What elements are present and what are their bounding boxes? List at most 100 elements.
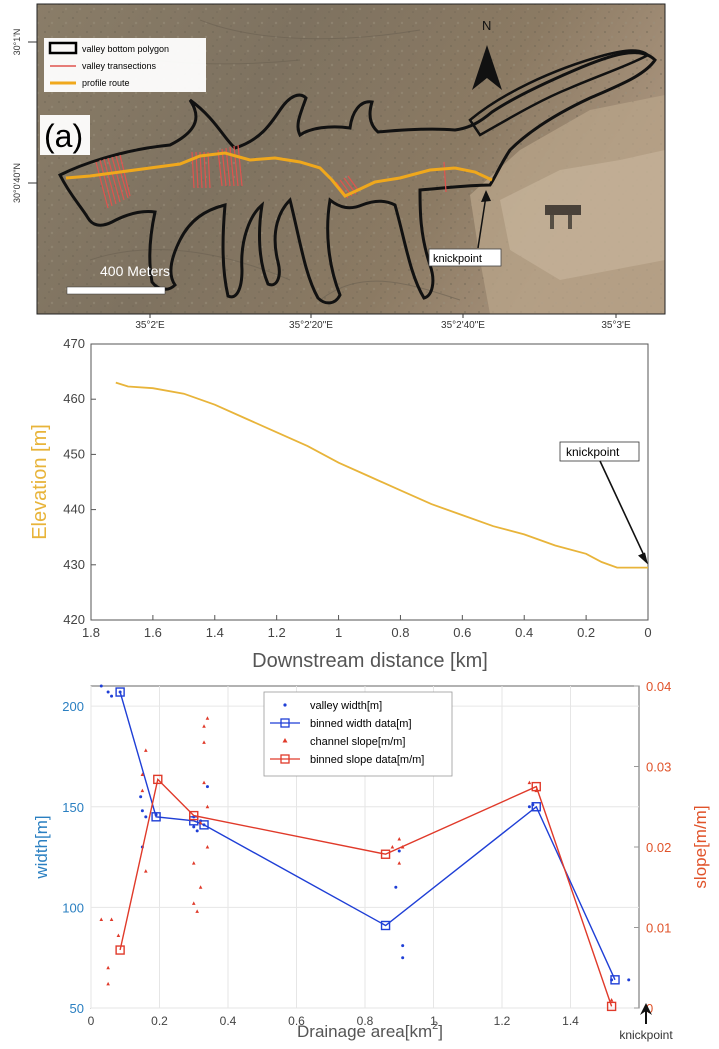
slope-point — [205, 845, 210, 849]
valley-bottom-polygon — [57, 51, 657, 305]
x-tick-label: 0 — [644, 625, 651, 640]
x-tick-label: 1.8 — [82, 625, 100, 640]
profile-axes: 1.8 1.6 1.4 1.2 1 0.8 0.6 0.4 0.2 0 420 430 440 450 46… — [63, 336, 651, 640]
x-tick-label: 0.2 — [577, 625, 595, 640]
width-point — [401, 956, 405, 960]
right-y-tick-label: 0.01 — [646, 921, 671, 936]
scatter-knickpoint-callout: knickpoint — [619, 1003, 673, 1042]
x-tick-label: 1.2 — [494, 1014, 511, 1028]
north-arrow-icon: N — [472, 18, 502, 90]
binned-point — [610, 975, 620, 985]
width-point — [144, 815, 148, 819]
y-tick-label: 440 — [63, 502, 85, 517]
x-tick-label: 0.4 — [515, 625, 533, 640]
x-tick-label: 1.4 — [206, 625, 224, 640]
x-tick-label: 0 — [88, 1014, 95, 1028]
binned-point — [606, 1001, 617, 1012]
legend-label-binned-width: binned width data[m] — [310, 718, 412, 730]
left-y-tick-label: 50 — [70, 1001, 84, 1016]
slope-point — [397, 836, 402, 841]
panel-label: (a) — [44, 118, 83, 154]
north-label: N — [482, 18, 491, 33]
scatter-axes: 0 0.2 0.4 0.6 0.8 1 1.2 1.4 50 100 150 200 0 0.01 0.02… — [62, 679, 671, 1028]
scatter-knickpoint-label: knickpoint — [619, 1028, 673, 1042]
profile-knickpoint-label: knickpoint — [566, 445, 620, 459]
width-point — [192, 825, 196, 829]
x-tick-label: 1.6 — [144, 625, 162, 640]
width-slope-chart: 0 0.2 0.4 0.6 0.8 1 1.2 1.4 50 100 150 200 0 0.01 0.02… — [32, 679, 710, 1042]
profile-y-axis-label: Elevation [m] — [29, 424, 51, 540]
valley-transections — [95, 144, 447, 209]
lat-label-1: 30°1'N — [12, 29, 22, 56]
binned-point — [189, 810, 199, 821]
legend-label-profile: profile route — [82, 78, 130, 88]
width-point — [205, 785, 209, 789]
x-tick-label: 0.4 — [220, 1014, 237, 1028]
elevation-line — [115, 381, 648, 569]
map-legend: valley bottom polygon valley transection… — [44, 38, 206, 92]
scale-label: 400 Meters — [100, 263, 170, 279]
slope-point — [106, 965, 110, 970]
legend-label-polygon: valley bottom polygon — [82, 44, 169, 54]
scatter-legend: valley width[m] binned width data[m] cha… — [263, 691, 453, 777]
binned-point — [153, 774, 163, 785]
legend-swatch-polygon — [48, 41, 78, 55]
profile-panel: 1.8 1.6 1.4 1.2 1 0.8 0.6 0.4 0.2 0 420 430 440 450 46… — [0, 330, 719, 675]
width-point — [110, 694, 114, 698]
legend-marker-binned-width — [280, 718, 290, 728]
legend-label-slope: channel slope[m/m] — [310, 736, 405, 748]
binned-point — [199, 820, 209, 830]
scatter-x-axis-label: Drainage area[km2] — [297, 1020, 443, 1041]
slope-point — [140, 772, 145, 777]
x-tick-label: 1.4 — [562, 1014, 579, 1028]
slope-point — [198, 820, 203, 825]
annotation-arrow-line — [599, 460, 646, 558]
left-y-tick-label: 200 — [62, 699, 84, 714]
slope-point — [202, 780, 206, 785]
profile-x-axis-label: Downstream distance [km] — [252, 650, 488, 672]
width-point — [140, 809, 144, 813]
y-tick-label: 450 — [63, 446, 85, 461]
scatter-left-y-label: width[m] — [32, 815, 51, 879]
map-figure: (a) valley bottom polygon valley transec… — [12, 3, 666, 331]
legend-marker-width — [283, 703, 287, 707]
width-point — [106, 690, 110, 694]
slope-point — [205, 716, 210, 720]
x-tick-label: 1.2 — [268, 625, 286, 640]
scatter-series — [99, 684, 631, 1012]
x-tick-label: 0.6 — [453, 625, 471, 640]
right-y-tick-label: 0.04 — [646, 679, 671, 694]
left-y-tick-label: 150 — [62, 800, 84, 815]
binned-point — [531, 781, 541, 792]
y-tick-label: 430 — [63, 557, 85, 572]
y-tick-label: 420 — [63, 612, 85, 627]
scale-bar: 400 Meters — [66, 263, 170, 295]
slope-point — [397, 861, 402, 865]
binned-point — [380, 920, 391, 931]
width-slope-panel: 0 0.2 0.4 0.6 0.8 1 1.2 1.4 50 100 150 200 0 0.01 0.02… — [0, 675, 719, 1044]
slope-point — [191, 901, 196, 905]
lon-label-2: 35°2'20"E — [289, 320, 333, 330]
width-point — [139, 795, 143, 799]
slope-point — [109, 917, 114, 921]
slope-point — [202, 740, 206, 744]
width-point — [397, 849, 401, 853]
slope-point — [106, 981, 110, 986]
map-knickpoint-callout: knickpoint — [428, 190, 502, 267]
y-tick-label: 460 — [63, 391, 85, 406]
slope-point — [191, 861, 196, 865]
lon-label-4: 35°3'E — [601, 320, 631, 330]
right-y-tick-label: 0 — [646, 1001, 653, 1016]
scatter-x-label-sup: 2 — [432, 1020, 438, 1032]
profile-knickpoint-annotation: knickpoint — [559, 441, 648, 565]
scatter-right-y-label: slope[m/m] — [691, 805, 710, 888]
binned-line — [119, 777, 613, 1007]
slope-point — [140, 788, 145, 793]
x-tick-label: 1 — [430, 1014, 437, 1028]
legend-label-binned-slope: binned slope data[m/m] — [310, 754, 424, 766]
map-knickpoint-label: knickpoint — [433, 253, 482, 265]
binned-point — [151, 812, 161, 822]
profile-plot-area — [90, 343, 649, 621]
width-point — [527, 805, 531, 809]
annotation-arrow-head — [638, 552, 648, 565]
